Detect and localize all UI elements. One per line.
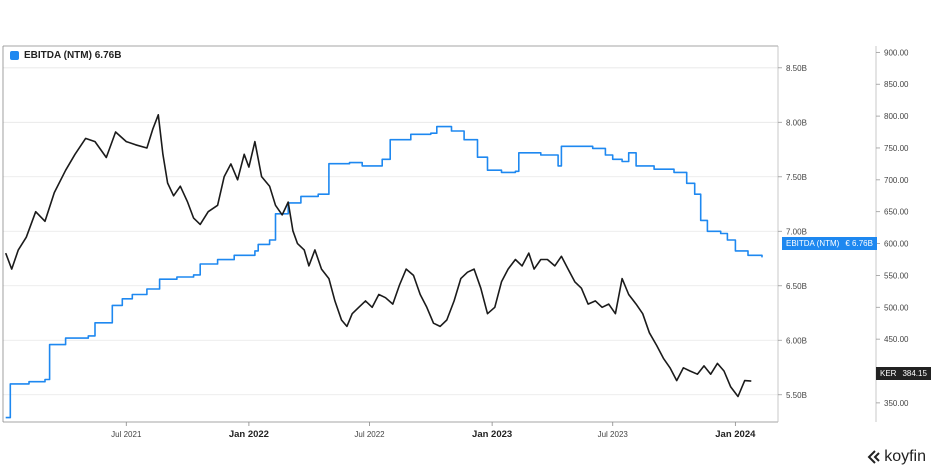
series-line-ker: [4, 114, 752, 398]
ebitda-tag-name: EBITDA (NTM): [786, 239, 840, 248]
right-tick-label: 500.00: [884, 303, 909, 312]
legend[interactable]: EBITDA (NTM) 6.76B: [10, 50, 121, 61]
legend-label: EBITDA (NTM) 6.76B: [24, 50, 122, 61]
brand: koyfin: [867, 448, 926, 466]
left-y-axis: 8.50B 8.00B 7.50B 7.00B 6.50B 6.00B 5.50B: [778, 64, 807, 400]
ebitda-tag-value: € 6.76B: [845, 239, 873, 248]
legend-swatch: [10, 51, 19, 60]
series-line-ebitda-ntm: [5, 125, 763, 419]
x-tick-label: Jul 2021: [111, 430, 142, 439]
chart-grid: [3, 67, 778, 396]
left-tick-label: 8.00B: [786, 118, 807, 127]
right-tick-label: 900.00: [884, 48, 909, 57]
right-tick-label: 850.00: [884, 80, 909, 89]
left-tick-label: 7.50B: [786, 173, 807, 182]
x-tick-label: Jan 2023: [472, 429, 512, 440]
left-tick-label: 8.50B: [786, 64, 807, 73]
x-tick-label: Jan 2024: [715, 429, 756, 440]
ebitda-last-value-tag: EBITDA (NTM) € 6.76B: [782, 237, 877, 250]
right-tick-label: 600.00: [884, 240, 909, 249]
x-tick-label: Jan 2022: [229, 429, 269, 440]
x-tick-label: Jul 2022: [354, 430, 385, 439]
right-tick-label: 700.00: [884, 176, 909, 185]
right-tick-label: 450.00: [884, 335, 909, 344]
brand-name: koyfin: [884, 448, 926, 465]
left-tick-label: 5.50B: [786, 391, 807, 400]
right-tick-label: 800.00: [884, 112, 909, 121]
right-tick-label: 650.00: [884, 208, 909, 217]
ker-tag-name: KER: [880, 369, 897, 378]
x-tick-label: Jul 2023: [598, 430, 629, 439]
x-axis: Jul 2021 Jan 2022 Jul 2022 Jan 2023 Jul 2023…: [111, 422, 756, 440]
plot-frame: [2, 45, 877, 423]
series-lines: [4, 114, 763, 419]
koyfin-logo-icon: [867, 450, 880, 464]
right-tick-label: 750.00: [884, 144, 909, 153]
right-tick-label: 550.00: [884, 271, 909, 280]
ker-last-value-tag: KER 384.15: [876, 367, 931, 380]
right-tick-label: 350.00: [884, 399, 909, 408]
right-y-axis: 900.00 850.00 800.00 750.00 700.00 650.00 600.…: [876, 48, 909, 408]
ker-tag-value: 384.15: [902, 369, 927, 378]
left-tick-label: 6.00B: [786, 336, 807, 345]
left-tick-label: 7.00B: [786, 227, 807, 236]
left-tick-label: 6.50B: [786, 282, 807, 291]
